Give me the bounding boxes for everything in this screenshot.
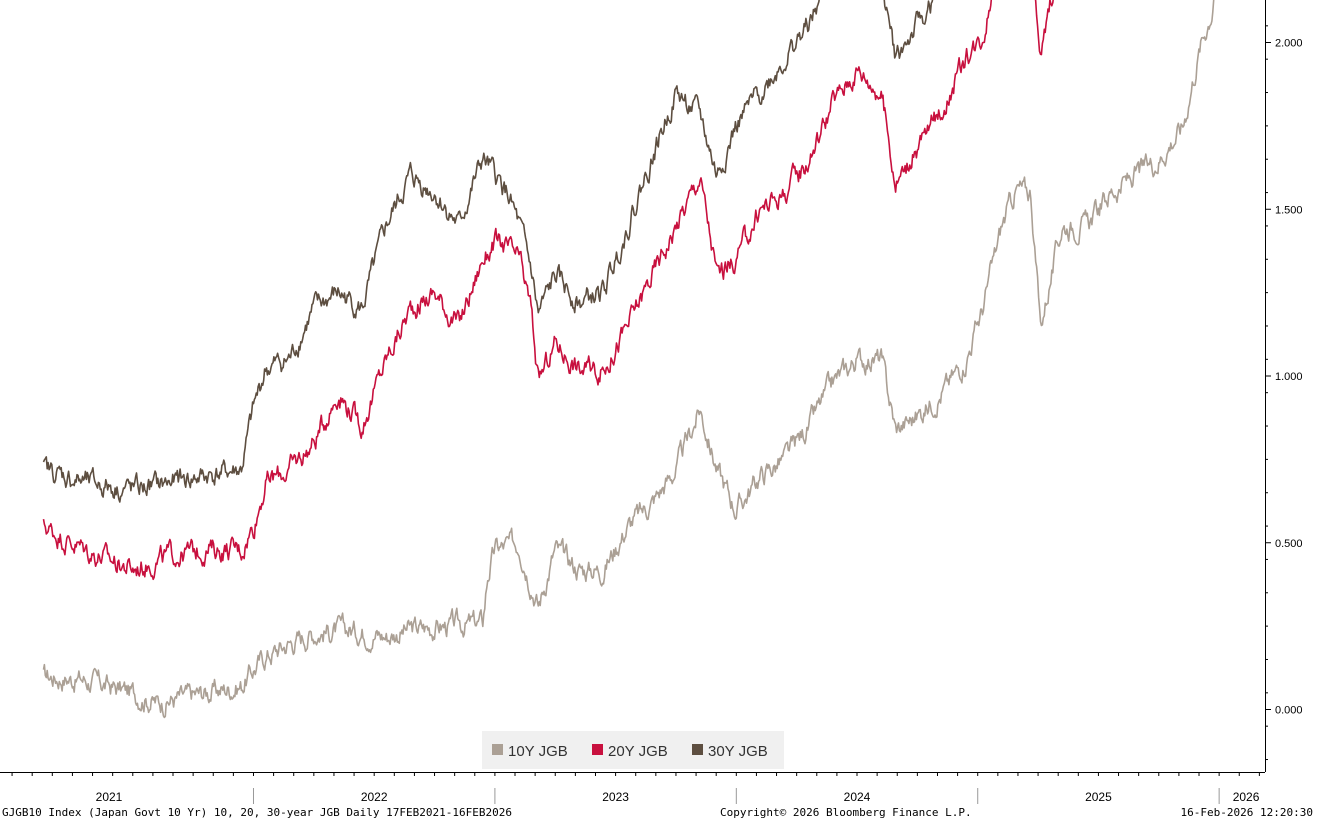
y-tick-label: 1.500 xyxy=(1275,204,1303,216)
y-axis: 0.0000.5001.0001.5002.0002.5003.0003.500… xyxy=(1265,25,1303,761)
series-line-20y-jgb xyxy=(42,0,1054,581)
year-label: 2021 xyxy=(96,790,123,804)
legend-label: 10Y JGB xyxy=(508,743,568,760)
legend: 10Y JGB 20Y JGB 30Y JGB xyxy=(482,731,784,769)
year-label: 2022 xyxy=(361,790,388,804)
x-axis: 2021 2022 2023 2024 2025 2026 xyxy=(11,772,1260,804)
y-tick-label: 0.500 xyxy=(1275,538,1303,550)
y-tick-label: 2.000 xyxy=(1275,38,1303,50)
legend-label: 20Y JGB xyxy=(608,743,668,760)
y-tick-label: 0.000 xyxy=(1275,705,1303,717)
year-label: 2024 xyxy=(844,790,871,804)
series-line-30y-jgb xyxy=(42,0,934,503)
plot-frame xyxy=(0,0,1266,773)
y-tick-label: 1.000 xyxy=(1275,371,1303,383)
footer-timestamp: 16-Feb-2026 12:20:30 xyxy=(1180,806,1313,819)
legend-swatch xyxy=(492,744,503,755)
legend-label: 30Y JGB xyxy=(708,743,768,760)
legend-background xyxy=(482,731,784,769)
year-label: 2026 xyxy=(1233,790,1260,804)
footer-copyright: Copyright© 2026 Bloomberg Finance L.P. xyxy=(720,806,972,819)
legend-swatch xyxy=(592,744,603,755)
legend-swatch xyxy=(692,744,703,755)
year-label: 2023 xyxy=(602,790,629,804)
series-line-10y-jgb xyxy=(42,0,1215,719)
year-label: 2025 xyxy=(1085,790,1112,804)
series-layer xyxy=(42,0,1215,719)
footer-source: GJGB10 Index (Japan Govt 10 Yr) 10, 20, … xyxy=(2,806,512,819)
